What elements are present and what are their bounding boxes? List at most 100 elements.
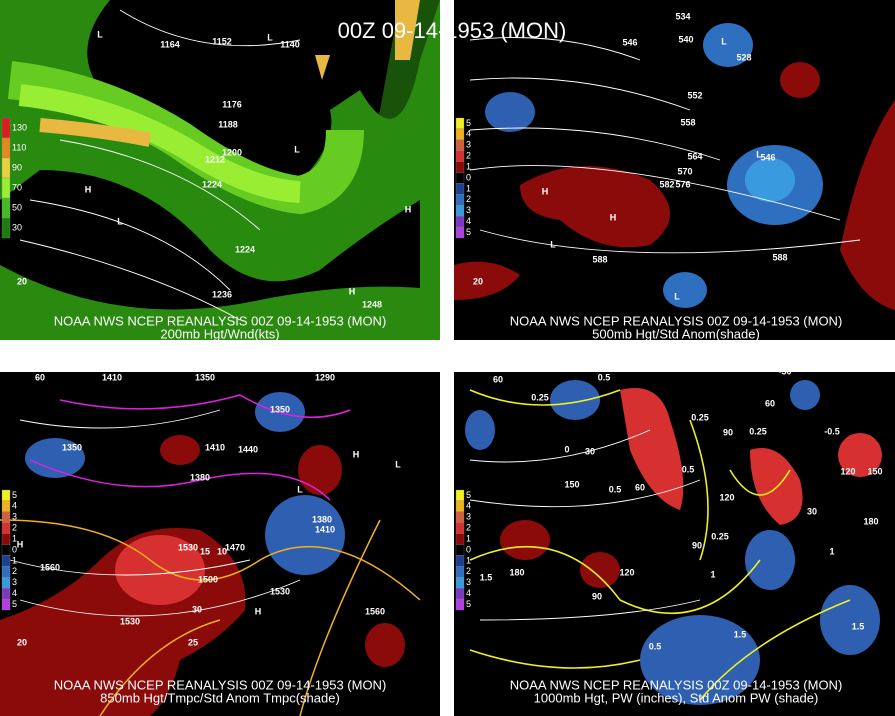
contour-label: 0.5	[682, 464, 695, 474]
contour-label: H	[405, 204, 412, 214]
legend-swatch	[1, 566, 11, 578]
contour-label: 1350	[62, 442, 82, 452]
contour-label: H	[353, 449, 360, 459]
contour-label: L	[756, 149, 762, 159]
contour-label: 90	[692, 540, 702, 550]
legend-label: 3	[466, 205, 471, 215]
contour-label: L	[721, 36, 727, 46]
legend-swatch	[1, 544, 11, 556]
contour-label: 546	[622, 37, 637, 47]
contour-label: L	[117, 216, 123, 226]
contour-label: 60	[765, 398, 775, 408]
contour-label: H	[542, 186, 549, 196]
contour-label: 1.5	[852, 621, 865, 631]
legend-swatch	[1, 489, 11, 502]
contour-label: 90	[723, 427, 733, 437]
contour-label: 0.5	[649, 641, 662, 651]
contour-label: 0.25	[531, 392, 549, 402]
contour-label: 1530	[120, 616, 140, 626]
contour-label: H	[349, 286, 356, 296]
legend-label: 5	[466, 118, 471, 128]
legend-swatch	[455, 128, 465, 140]
legends: 1301109070503054321012345543210123455432…	[1, 117, 471, 611]
contour-label: 1350	[195, 372, 215, 382]
contour-label: 1188	[218, 119, 238, 129]
contour-label: 1.5	[734, 629, 747, 639]
contour-label: 150	[867, 466, 882, 476]
contour-label: 60	[35, 372, 45, 382]
panel-subtitle: 850mb Hgt/Tmpc/Std Anom Tmpc(shade)	[100, 690, 340, 705]
contour-label: L	[395, 459, 401, 469]
legend-swatch	[455, 150, 465, 162]
contour-label: 558	[680, 117, 695, 127]
legend-swatch	[1, 598, 11, 611]
contour-label: 1530	[270, 586, 290, 596]
contour-label: 1.5	[480, 572, 493, 582]
legend-swatch	[455, 183, 465, 195]
panel-caption: NOAA NWS NCEP REANALYSIS 00Z 09-14-1953 …	[54, 313, 387, 328]
wind-shading	[0, 0, 440, 340]
contour-label: 30	[807, 506, 817, 516]
contour-label: H	[610, 212, 617, 222]
legend-label: 5	[466, 490, 471, 500]
contour-label: 25	[188, 637, 198, 647]
legend-swatch	[455, 161, 465, 173]
legend-label: 3	[466, 140, 471, 150]
contour-label: 1200	[222, 147, 242, 157]
contour-label: 1560	[40, 562, 60, 572]
contour-label: 1224	[202, 179, 222, 189]
legend-label: 3	[466, 577, 471, 587]
legend-label: 1	[466, 161, 471, 171]
legend-label: 4	[466, 129, 471, 139]
contour-label: 30	[585, 446, 595, 456]
contour-label: 120	[840, 466, 855, 476]
legend-swatch	[455, 226, 465, 239]
legend-swatch	[1, 217, 11, 239]
legend-label: 5	[466, 227, 471, 237]
contour-label: 30	[192, 604, 202, 614]
contour-label: 1164	[160, 39, 180, 49]
contour-label: 60	[635, 482, 645, 492]
legend-label: 2	[12, 566, 17, 576]
legend-swatch	[455, 511, 465, 523]
legend-label: 2	[466, 523, 471, 533]
legend-label: 4	[466, 216, 471, 226]
contour-label: 10	[217, 546, 227, 556]
legend-label: 2	[466, 151, 471, 161]
legend-label: 2	[466, 194, 471, 204]
panel-subtitle: 200mb Hgt/Wnd(kts)	[160, 326, 279, 341]
contour-label: 588	[772, 252, 787, 262]
contour-label: 20	[473, 276, 483, 286]
contour-label: 1560	[365, 606, 385, 616]
contour-label: 576	[675, 179, 690, 189]
legend-label: 5	[12, 490, 17, 500]
legend-label: 130	[12, 122, 27, 132]
contour-label: 564	[687, 151, 702, 161]
contour-label: 1410	[205, 442, 225, 452]
contour-label: 582	[659, 179, 674, 189]
contour-label: 546	[760, 152, 775, 162]
contour-label: 1	[710, 569, 715, 579]
temp-shading	[0, 392, 421, 716]
legend-label: 3	[466, 512, 471, 522]
contour-label: 1152	[212, 36, 232, 46]
contour-label: 150	[564, 479, 579, 489]
legend-swatch	[455, 194, 465, 206]
legend-swatch	[455, 139, 465, 151]
contour-label: L	[674, 291, 680, 301]
contour-label: 1410	[315, 524, 335, 534]
legend-swatch	[455, 555, 465, 567]
legend-label: 90	[12, 162, 22, 172]
legend-swatch	[455, 216, 465, 228]
legend-swatch	[1, 177, 11, 199]
contour-label: 15	[200, 546, 210, 556]
contour-label: 588	[592, 254, 607, 264]
legend-label: 5	[466, 599, 471, 609]
contour-label: H	[255, 606, 262, 616]
legend-swatch	[455, 117, 465, 130]
legend-label: 2	[466, 566, 471, 576]
legend-label: 110	[12, 142, 26, 152]
legend-swatch	[1, 117, 11, 139]
legend-swatch	[455, 489, 465, 502]
legend-label: 4	[12, 588, 17, 598]
